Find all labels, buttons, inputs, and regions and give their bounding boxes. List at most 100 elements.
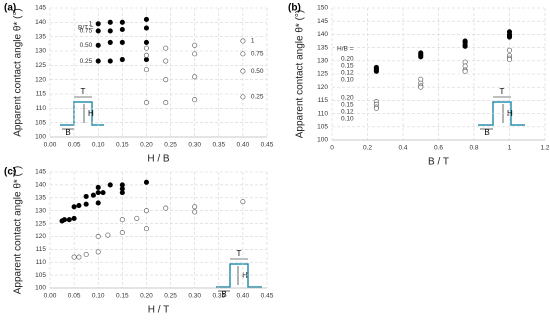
x-tick-label: 0.25 xyxy=(164,293,177,300)
y-tick-label: 100 xyxy=(35,285,46,292)
x-tick-label: 0.35 xyxy=(212,293,225,300)
x-axis-title: B / T xyxy=(428,157,449,168)
series-label: 0.10 xyxy=(341,116,354,123)
data-point xyxy=(163,58,169,64)
data-point xyxy=(143,25,149,31)
y-tick-label: 100 xyxy=(35,134,46,141)
data-point xyxy=(192,42,198,48)
inset-label: T xyxy=(500,87,505,96)
x-tick-label: 0.40 xyxy=(237,293,250,300)
y-tick-label: 110 xyxy=(36,259,47,266)
y-tick-label: 130 xyxy=(317,58,328,65)
panel-label: (b) xyxy=(288,3,301,14)
y-axis-title: Apparent contact angle θ* (°) xyxy=(13,166,24,295)
x-tick-label: 0.6 xyxy=(434,145,443,152)
data-point xyxy=(95,58,101,64)
series-label: 0.10 xyxy=(341,77,354,84)
data-point xyxy=(192,51,198,57)
data-point xyxy=(240,199,246,205)
x-tick-label: 0.15 xyxy=(116,293,129,300)
y-tick-label: 130 xyxy=(35,48,46,55)
x-tick-label: 0 xyxy=(330,145,334,152)
y-tick-label: 140 xyxy=(35,19,46,26)
data-point xyxy=(119,230,125,236)
data-point xyxy=(95,190,101,196)
data-point xyxy=(143,57,149,63)
y-tick-label: 120 xyxy=(35,76,46,83)
data-point xyxy=(66,217,72,223)
data-point xyxy=(100,190,106,196)
x-tick-label: 0.20 xyxy=(140,293,153,300)
x-tick-label: 0.25 xyxy=(164,142,177,149)
series-label: 0.75 xyxy=(80,28,93,35)
x-tick-label: 0.45 xyxy=(261,142,274,149)
y-tick-label: 125 xyxy=(35,220,46,227)
inset-label: H xyxy=(88,109,94,118)
data-point xyxy=(107,182,113,188)
x-tick-label: 0.20 xyxy=(140,142,153,149)
data-point xyxy=(143,67,149,73)
x-tick-label: 1.2 xyxy=(540,145,549,152)
x-axis-title: H / T xyxy=(148,305,169,316)
data-point xyxy=(119,19,125,25)
y-tick-label: 105 xyxy=(317,124,328,131)
y-tick-label: 135 xyxy=(35,194,46,201)
data-point xyxy=(76,202,82,209)
x-tick-label: 0.30 xyxy=(188,293,201,300)
data-point xyxy=(192,209,198,215)
data-point xyxy=(143,16,149,23)
data-point xyxy=(119,26,125,33)
data-point xyxy=(76,254,82,260)
inset-label: B xyxy=(221,290,226,299)
data-point xyxy=(61,217,68,223)
inset-c: T H B xyxy=(216,249,262,299)
y-tick-label: 115 xyxy=(36,246,47,253)
data-point xyxy=(143,45,149,51)
y-tick-label: 145 xyxy=(317,18,328,25)
data-point xyxy=(95,184,101,191)
y-tick-label: 105 xyxy=(35,272,46,279)
x-tick-label: 0.10 xyxy=(92,142,105,149)
x-tick-label: 0.2 xyxy=(363,145,372,152)
inset-label: B xyxy=(65,128,70,137)
inset-label: T xyxy=(237,249,242,258)
y-tick-label: 135 xyxy=(317,44,328,51)
y-tick-label: 120 xyxy=(317,84,328,91)
step-profile xyxy=(478,101,525,126)
data-point xyxy=(418,54,424,60)
y-tick-label: 115 xyxy=(318,97,329,104)
y-tick-label: 110 xyxy=(318,110,329,117)
data-point xyxy=(107,28,113,34)
data-point xyxy=(373,105,379,111)
x-tick-label: 0.05 xyxy=(68,293,81,300)
y-tick-label: 110 xyxy=(36,105,47,112)
data-point xyxy=(134,215,140,221)
data-point xyxy=(143,226,149,232)
series-label: 0.25 xyxy=(80,58,93,65)
inset-label: H xyxy=(242,271,248,280)
x-tick-label: 0.45 xyxy=(261,293,274,300)
data-point xyxy=(163,205,169,211)
data-point xyxy=(90,192,96,198)
series-label: 0.20 xyxy=(341,95,354,102)
y-tick-label: 130 xyxy=(35,207,46,214)
y-tick-label: 145 xyxy=(35,169,46,176)
series-label: 0.50 xyxy=(251,68,264,75)
inset-label: B xyxy=(484,128,489,137)
y-tick-label: 125 xyxy=(35,62,46,69)
data-point xyxy=(95,42,101,48)
data-point xyxy=(83,251,89,258)
step-profile xyxy=(60,101,104,126)
series-label: 1 xyxy=(89,20,93,27)
data-point xyxy=(95,28,101,34)
y-tick-label: 120 xyxy=(35,233,46,240)
data-point xyxy=(462,43,468,49)
data-point xyxy=(240,51,246,57)
inset-b: T H B xyxy=(478,87,525,137)
series-label: 1 xyxy=(251,38,255,45)
data-point xyxy=(163,77,169,83)
data-point xyxy=(143,208,149,214)
x-tick-label: 0.05 xyxy=(68,142,81,149)
inset-label: T xyxy=(81,87,86,96)
data-point xyxy=(95,200,101,206)
